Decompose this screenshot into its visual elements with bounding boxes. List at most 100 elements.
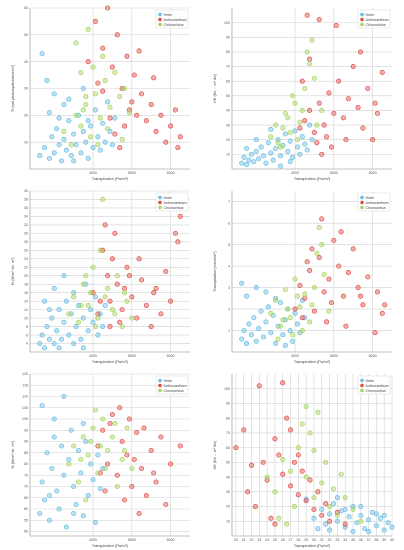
chart-6-chionochloa-point bbox=[358, 518, 364, 524]
chart-5-chionochloa-point bbox=[83, 497, 89, 503]
chart-3-hebe-point bbox=[56, 307, 62, 313]
chart-1-hebe-point bbox=[56, 115, 62, 121]
chart-1-anthoxanthum-point bbox=[163, 139, 169, 145]
chart-1-hebe-point bbox=[71, 131, 77, 137]
chart-4-y-tick-label: 6 bbox=[228, 221, 230, 225]
chart-4-hebe-point bbox=[258, 308, 264, 314]
chart-4-chionochloa-point bbox=[321, 272, 327, 278]
chart-5-y-tick-label: 55 bbox=[24, 518, 28, 522]
chart-1-anthoxanthum-point bbox=[100, 88, 106, 94]
chart-1-anthoxanthum-point bbox=[129, 99, 135, 105]
chart-5-chionochloa-point bbox=[102, 465, 108, 472]
chart-2-hebe-point bbox=[307, 122, 313, 128]
chart-6-chionochloa-point bbox=[264, 474, 270, 480]
chart-3-anthoxanthum-point bbox=[148, 324, 154, 330]
chart-3-chionochloa-point bbox=[109, 307, 115, 313]
chart-3-y-tick-label: 40 bbox=[24, 189, 28, 193]
chart-2-anthoxanthum-point bbox=[328, 144, 334, 150]
chart-6-y-axis-label: HE (Ks ... m² lks) bbox=[213, 440, 217, 469]
chart-2-chionochloa-point bbox=[273, 122, 279, 128]
chart-3-y-tick-label: 26 bbox=[24, 249, 28, 253]
chart-4-hebe-point bbox=[253, 285, 259, 291]
chart-2-legend-marker bbox=[360, 17, 364, 22]
chart-5-hebe-point bbox=[68, 427, 74, 433]
chart-1-anthoxanthum-point bbox=[114, 32, 120, 38]
chart-4-y-tick-label: 7 bbox=[228, 200, 230, 204]
chart-4-hebe-point bbox=[239, 336, 245, 342]
chart-2-hebe-point bbox=[243, 162, 250, 168]
chart-4-chionochloa-point bbox=[287, 315, 293, 321]
chart-1-chionochloa-point bbox=[119, 136, 125, 143]
scatter-chart-3: 4 6 8 10 12 14 16 18 20 22 24 26 28 30 32 34 36 38 40 4000 5… bbox=[0, 183, 202, 366]
chart-6-y-tick-label: 40 bbox=[226, 475, 230, 479]
chart-5-y-tick-label: 85 bbox=[24, 451, 28, 455]
chart-3-anthoxanthum-point bbox=[153, 285, 159, 291]
chart-3-anthoxanthum-point bbox=[102, 222, 108, 228]
chart-4-anthoxanthum-point bbox=[374, 289, 381, 295]
chart-5-hebe-point bbox=[58, 443, 65, 449]
chart-5-hebe-point bbox=[78, 470, 84, 476]
chart-1-anthoxanthum-point bbox=[175, 144, 181, 151]
chart-6-x-tick-label: 34 bbox=[343, 538, 347, 542]
chart-3-hebe-point bbox=[85, 328, 91, 334]
chart-5-anthoxanthum-point bbox=[117, 405, 123, 411]
chart-5-chionochloa-point bbox=[124, 425, 130, 431]
chart-2-anthoxanthum-point bbox=[316, 100, 322, 106]
chart-1-hebe-point bbox=[37, 153, 43, 159]
chart-3-anthoxanthum-point bbox=[177, 213, 183, 219]
chart-3-hebe-point bbox=[88, 307, 94, 313]
chart-4-chionochloa-point bbox=[302, 291, 308, 297]
chart-3-anthoxanthum-point bbox=[134, 315, 140, 321]
chart-5-anthoxanthum-point bbox=[168, 461, 174, 467]
chart-3-hebe-point bbox=[100, 324, 106, 330]
chart-1-chionochloa-point bbox=[78, 69, 84, 75]
chart-6-chionochloa-point bbox=[303, 403, 309, 409]
chart-4-anthoxanthum-point bbox=[292, 306, 298, 312]
chart-1-anthoxanthum-point bbox=[177, 134, 183, 140]
chart-2-anthoxanthum-point bbox=[307, 107, 313, 114]
chart-5-y-tick-label: 115 bbox=[22, 383, 28, 387]
chart-6-chionochloa-point bbox=[299, 421, 305, 427]
chart-3-anthoxanthum-point bbox=[107, 298, 113, 304]
chart-1-hebe-point bbox=[73, 142, 79, 148]
chart-2-anthoxanthum-point bbox=[331, 110, 337, 116]
chart-2-chionochloa-point bbox=[314, 122, 320, 128]
chart-4-y-tick-label: 4 bbox=[228, 264, 230, 268]
chart-1-hebe-point bbox=[78, 150, 84, 156]
chart-6-legend-marker bbox=[360, 378, 364, 383]
chart-4-hebe-point bbox=[292, 310, 298, 316]
chart-2-chionochloa-point bbox=[292, 100, 298, 106]
chart-5-anthoxanthum-point bbox=[138, 465, 145, 472]
chart-4-anthoxanthum-point bbox=[382, 302, 388, 308]
chart-4-legend-marker bbox=[360, 195, 364, 200]
chart-3-chionochloa-point bbox=[83, 273, 89, 279]
chart-3-hebe-point bbox=[73, 324, 79, 330]
chart-4-hebe-point bbox=[260, 334, 267, 340]
chart-2-chionochloa-point bbox=[268, 134, 274, 140]
chart-1-hebe-point bbox=[44, 77, 50, 84]
chart-6-anthoxanthum-point bbox=[268, 515, 274, 521]
chart-5-y-tick-label: 80 bbox=[24, 462, 28, 466]
chart-3-hebe-point bbox=[90, 319, 96, 325]
scatter-plot-5-svg: 50 55 60 65 70 75 80 85 90 95 100 105 110 115 120 4000 5… bbox=[11, 372, 190, 548]
chart-5-chionochloa-point bbox=[121, 447, 128, 454]
chart-5-y-tick-label: 75 bbox=[24, 473, 28, 477]
chart-6-chionochloa-point bbox=[311, 448, 317, 454]
chart-5-legend-marker bbox=[158, 388, 162, 393]
chart-4-chionochloa-point bbox=[316, 224, 322, 231]
chart-2-x-axis-label: Transpiration (Pw/m²) bbox=[294, 177, 331, 181]
chart-2-hebe-point bbox=[256, 156, 262, 162]
chart-3-chionochloa-point bbox=[78, 302, 84, 308]
chart-2-hebe-point bbox=[270, 157, 276, 163]
chart-1-anthoxanthum-point bbox=[172, 107, 179, 113]
chart-2-anthoxanthum-point bbox=[333, 23, 339, 29]
chart-4-chionochloa-point bbox=[280, 317, 286, 323]
chart-2-hebe-point bbox=[302, 141, 308, 147]
chart-4-chionochloa-point bbox=[319, 242, 325, 248]
chart-4-hebe-point bbox=[239, 280, 245, 286]
chart-2-chionochloa-point bbox=[297, 119, 303, 125]
chart-2-anthoxanthum-point bbox=[345, 96, 351, 102]
chart-6-anthoxanthum-point bbox=[327, 518, 333, 524]
chart-2-hebe-point bbox=[268, 150, 274, 156]
chart-6-x-tick-label: 35 bbox=[351, 538, 355, 542]
